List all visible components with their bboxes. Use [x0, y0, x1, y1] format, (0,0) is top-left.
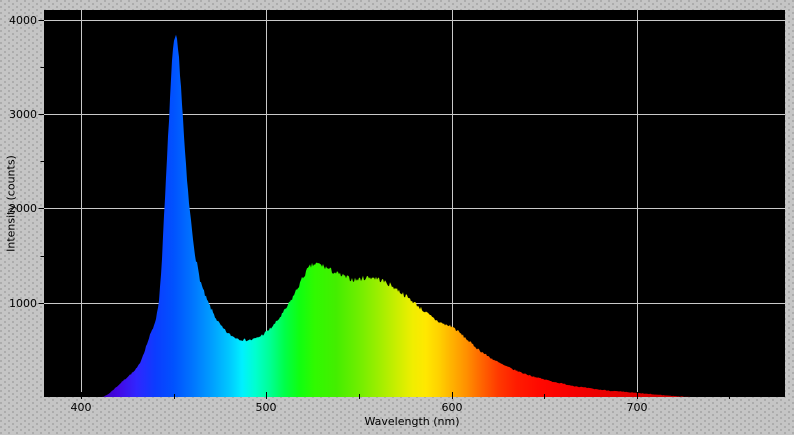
spectrum-area [102, 34, 690, 397]
axis-ticks [38, 20, 730, 399]
y-tick-label: 3000 [9, 108, 37, 121]
x-tick-label: 600 [442, 401, 463, 414]
y-tick-label: 2000 [9, 202, 37, 215]
y-axis-title: Intensity (counts) [4, 155, 18, 252]
y-tick-label: 4000 [9, 14, 37, 27]
gridlines [44, 10, 785, 397]
x-tick-label: 500 [256, 401, 277, 414]
x-tick-label: 700 [627, 401, 648, 414]
y-tick-label: 1000 [9, 297, 37, 310]
x-axis-title: Wavelength (nm) [364, 415, 460, 428]
tick-labels: 400 500 600 700 1000 2000 3000 4000 [9, 14, 648, 414]
x-tick-label: 400 [71, 401, 92, 414]
